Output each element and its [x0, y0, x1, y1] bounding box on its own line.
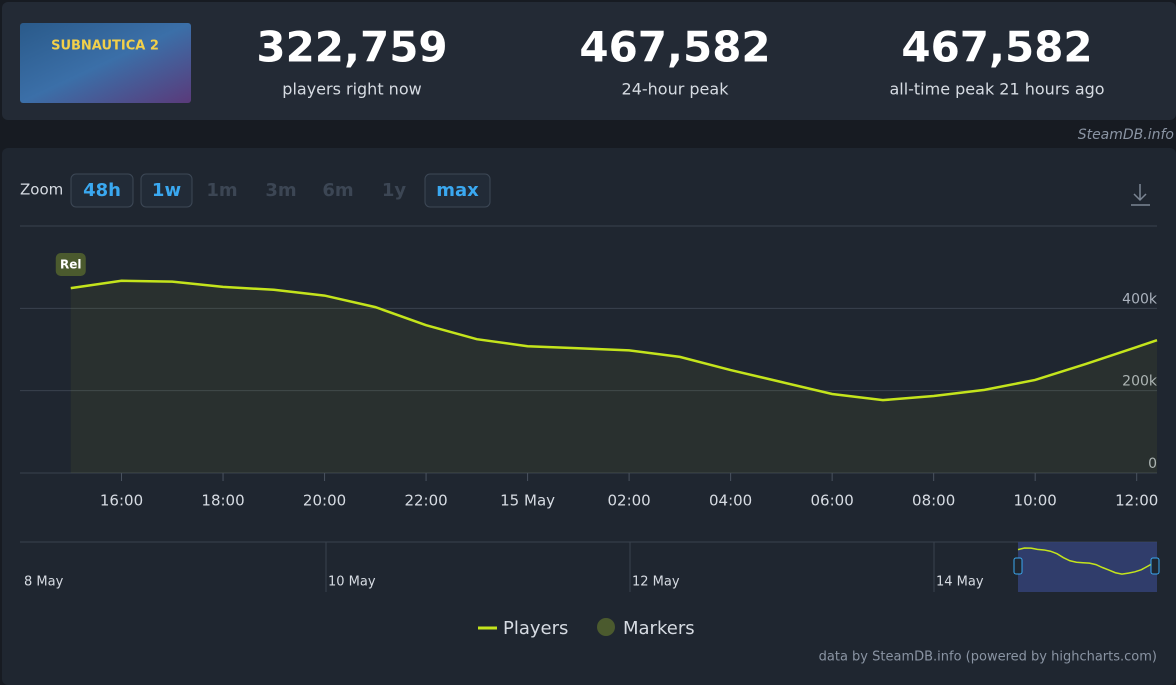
area: [70, 280, 1158, 473]
zoom-option[interactable]: 1m: [206, 180, 237, 201]
x-tick-label: 02:00: [607, 492, 650, 510]
y-tick-label: 400k: [1122, 291, 1158, 307]
legend-label[interactable]: Markers: [623, 618, 695, 639]
stat-value: 322,759: [256, 23, 447, 72]
y-tick-label: 0: [1148, 456, 1157, 472]
zoom-option[interactable]: max: [436, 180, 479, 201]
marker[interactable]: [55, 253, 86, 276]
stat-label: players right now: [282, 80, 421, 99]
navigator-handle[interactable]: [1013, 557, 1023, 575]
marker-label: Rel: [60, 258, 82, 272]
zoom-button[interactable]: [140, 173, 193, 208]
stat-label: all-time peak 21 hours ago: [889, 80, 1104, 99]
download-icon[interactable]: [1131, 184, 1150, 206]
stat-value: 467,582: [579, 23, 770, 72]
line: [70, 279, 1158, 402]
navigator-label: 12 May: [632, 575, 680, 590]
x-tick-label: 04:00: [709, 492, 752, 510]
logo-text: SUBNAUTICA 2: [51, 39, 159, 54]
navigator-label: 14 May: [936, 575, 984, 590]
stat-value: 467,582: [901, 23, 1092, 72]
credit[interactable]: data by SteamDB.info (powered by highcha…: [819, 650, 1157, 665]
x-tick-label: 18:00: [201, 492, 244, 510]
y-tick-label: 200k: [1122, 374, 1158, 390]
stat-label: 24-hour peak: [622, 80, 730, 99]
x-tick-label: 10:00: [1014, 492, 1057, 510]
x-tick-label: 20:00: [303, 492, 346, 510]
navigator-label: 10 May: [328, 575, 376, 590]
zoom-label: Zoom: [20, 181, 63, 199]
x-tick-label: 16:00: [100, 492, 143, 510]
chart-panel: [2, 148, 1176, 685]
navigator-line: [1017, 547, 1158, 575]
watermark: SteamDB.info: [1078, 127, 1174, 143]
zoom-option[interactable]: 48h: [83, 180, 121, 201]
x-tick-label: 06:00: [811, 492, 854, 510]
navigator-label: 8 May: [24, 575, 64, 590]
zoom-option[interactable]: 1y: [382, 180, 407, 201]
game-image[interactable]: [20, 23, 191, 103]
legend-marker: [597, 618, 615, 636]
zoom-option[interactable]: 1w: [152, 180, 181, 201]
x-tick-label: 15 May: [500, 492, 555, 510]
zoom-option[interactable]: 6m: [322, 180, 353, 201]
x-tick-label: 08:00: [912, 492, 955, 510]
x-tick-label: 22:00: [404, 492, 447, 510]
zoom-button[interactable]: [424, 173, 491, 208]
legend-label[interactable]: Players: [503, 618, 568, 639]
zoom-button[interactable]: [70, 173, 134, 208]
x-tick-label: 12:00: [1115, 492, 1158, 510]
zoom-option[interactable]: 3m: [265, 180, 296, 201]
header-panel: [2, 2, 1176, 120]
navigator-handle[interactable]: [1150, 557, 1160, 575]
